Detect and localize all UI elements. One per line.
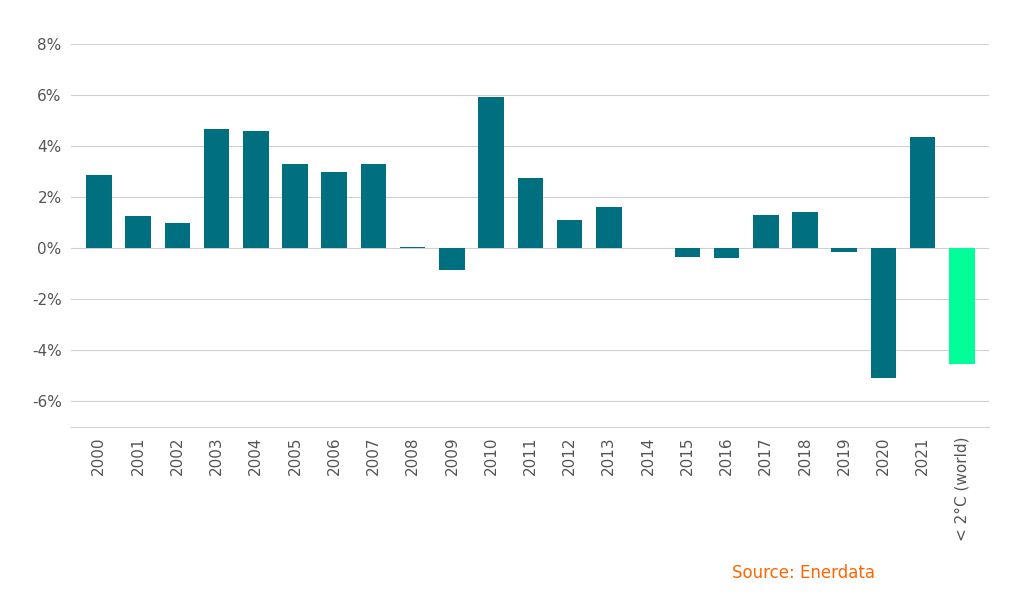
Bar [439,248,465,270]
Bar [86,176,111,248]
Bar [518,178,543,248]
Bar [949,248,974,364]
Bar [164,223,190,248]
Bar [713,248,739,259]
Text: Source: Enerdata: Source: Enerdata [732,564,874,583]
Bar [361,164,386,248]
Bar [282,164,308,248]
Bar [243,131,268,248]
Bar [752,215,777,248]
Bar [595,207,621,248]
Bar [125,217,151,248]
Bar [674,248,699,257]
Bar [478,98,503,248]
Bar [321,171,346,248]
Bar [399,247,425,248]
Bar [830,248,856,252]
Bar [909,137,934,248]
Bar [556,220,582,248]
Bar [870,248,896,378]
Bar [204,129,229,248]
Bar [792,212,817,248]
